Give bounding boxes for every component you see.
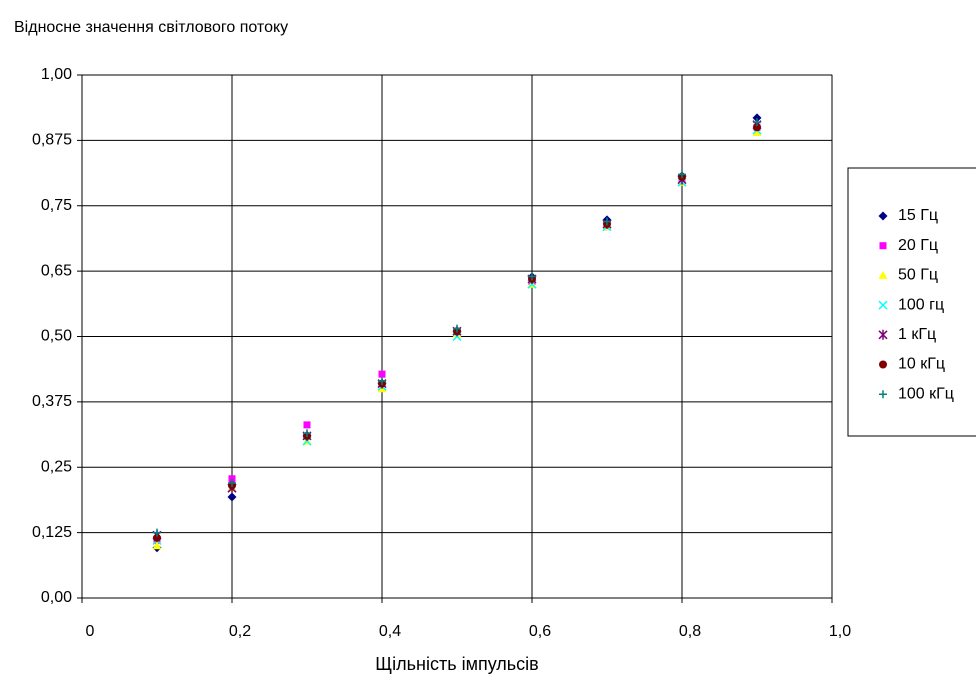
- legend-marker: [879, 390, 887, 399]
- y-tick-label: 0,75: [41, 197, 72, 214]
- marker: [752, 128, 762, 137]
- x-tick-label: 0,4: [379, 623, 401, 640]
- legend-marker: [878, 329, 888, 340]
- marker: [378, 376, 386, 385]
- legend-label: 1 кГц: [898, 326, 936, 343]
- marker: [303, 421, 311, 429]
- x-axis-label: Щільність імпульсів: [375, 654, 539, 674]
- legend-marker: [878, 300, 888, 310]
- y-tick-label: 0,50: [41, 328, 72, 345]
- marker: [228, 475, 236, 483]
- marker: [152, 541, 162, 550]
- marker: [678, 170, 686, 179]
- marker: [752, 113, 762, 123]
- y-tick-label: 0,65: [41, 262, 72, 279]
- marker: [753, 118, 761, 127]
- y-tick-label: 1,00: [41, 66, 72, 83]
- marker: [753, 123, 761, 132]
- marker: [227, 492, 237, 502]
- x-tick-label: 0,8: [679, 623, 701, 640]
- marker: [303, 429, 311, 438]
- x-tick-label: 0,6: [529, 623, 551, 640]
- legend-label: 15 Гц: [898, 207, 938, 224]
- marker: [453, 324, 461, 333]
- x-tick-label: 0,2: [229, 623, 251, 640]
- legend-marker: [878, 211, 888, 221]
- legend-label: 100 гц: [898, 296, 944, 313]
- legend-marker: [879, 360, 887, 369]
- legend-marker: [878, 270, 888, 279]
- marker: [528, 272, 536, 281]
- marker: [153, 533, 161, 542]
- legend-label: 100 кГц: [898, 385, 954, 402]
- y-tick-label: 0,00: [41, 589, 72, 606]
- y-tick-label: 0,25: [41, 458, 72, 475]
- legend-label: 50 Гц: [898, 267, 938, 284]
- marker: [603, 217, 611, 226]
- x-tick-label: 0: [86, 623, 95, 640]
- legend-box: [847, 167, 976, 437]
- marker: [153, 528, 161, 537]
- y-tick-label: 0,125: [32, 524, 72, 541]
- legend-marker: [879, 242, 887, 250]
- chart-title: Відносне значення світлового потоку: [14, 19, 288, 36]
- legend-label: 10 кГц: [898, 356, 945, 373]
- y-tick-label: 0,875: [32, 132, 72, 149]
- marker: [228, 478, 236, 487]
- marker: [378, 370, 386, 378]
- legend-label: 20 Гц: [898, 237, 938, 254]
- x-tick-label: 1,0: [829, 623, 851, 640]
- y-tick-label: 0,375: [32, 393, 72, 410]
